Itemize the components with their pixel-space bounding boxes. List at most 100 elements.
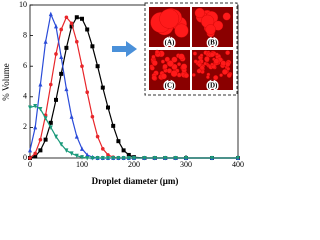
droplet <box>210 62 214 66</box>
marker <box>64 45 69 50</box>
droplet <box>151 75 157 81</box>
marker <box>85 152 90 157</box>
marker <box>95 134 100 139</box>
marker <box>121 148 126 153</box>
marker <box>80 155 84 160</box>
marker <box>126 156 131 161</box>
y-tick-label: 6 <box>23 61 27 70</box>
marker <box>59 54 64 60</box>
droplet <box>174 23 189 38</box>
marker <box>85 90 89 95</box>
marker <box>74 134 79 139</box>
x-axis-label: Droplet diameter (μm) <box>92 176 179 186</box>
marker <box>85 27 90 32</box>
droplet <box>170 70 178 77</box>
marker <box>43 137 48 142</box>
y-tick-label: 2 <box>23 122 27 131</box>
marker <box>100 85 105 90</box>
droplet <box>215 52 219 56</box>
marker <box>173 156 178 161</box>
y-tick-label: 4 <box>23 92 27 101</box>
x-tick-label: 0 <box>28 160 32 169</box>
marker <box>43 39 48 44</box>
droplet <box>151 60 158 66</box>
droplet <box>225 50 230 56</box>
marker <box>106 156 110 161</box>
marker <box>49 82 53 87</box>
droplet <box>213 75 219 81</box>
marker <box>59 142 64 147</box>
y-tick-label: 10 <box>19 0 27 9</box>
droplet <box>213 58 220 65</box>
image-label: (D) <box>208 82 218 90</box>
marker <box>64 148 69 153</box>
droplet <box>162 63 168 70</box>
marker <box>54 97 58 102</box>
droplet <box>196 68 202 74</box>
marker <box>28 156 32 160</box>
marker <box>48 120 53 125</box>
marker <box>80 64 84 68</box>
marker <box>184 156 188 161</box>
droplet <box>206 75 210 80</box>
droplet <box>204 56 210 62</box>
marker <box>38 82 43 87</box>
marker <box>64 86 69 92</box>
droplet <box>166 68 172 74</box>
marker <box>101 147 105 151</box>
droplet <box>171 56 178 63</box>
marker <box>43 116 48 121</box>
marker <box>54 23 58 29</box>
marker <box>59 27 63 32</box>
marker <box>236 156 240 161</box>
marker <box>54 52 58 56</box>
droplet <box>160 59 165 64</box>
droplet <box>149 65 155 71</box>
droplet <box>167 60 174 67</box>
marker <box>69 151 74 156</box>
marker <box>90 156 95 161</box>
droplet <box>154 49 160 55</box>
marker <box>85 156 90 161</box>
image-label: (A) <box>165 39 175 47</box>
marker <box>210 156 214 161</box>
marker <box>106 105 110 110</box>
marker <box>74 153 79 159</box>
series-line <box>29 105 238 159</box>
marker <box>28 105 32 111</box>
droplet <box>160 73 167 80</box>
droplet <box>177 62 182 67</box>
droplet <box>159 8 180 29</box>
droplet <box>226 66 231 71</box>
inset: (A) (B) (C) (D) <box>112 2 238 96</box>
marker <box>111 156 116 161</box>
marker <box>74 15 79 20</box>
droplet <box>222 12 231 21</box>
x-tick-label: 300 <box>180 160 192 169</box>
image-label: (B) <box>208 39 218 47</box>
marker <box>132 156 136 161</box>
marker <box>95 156 100 161</box>
marker <box>64 15 69 20</box>
marker <box>69 114 74 119</box>
droplet <box>176 72 182 78</box>
droplet <box>226 72 232 78</box>
marker <box>33 154 38 159</box>
droplet <box>193 59 198 64</box>
droplet <box>219 73 223 78</box>
droplet <box>151 54 156 60</box>
marker <box>163 156 168 161</box>
marker <box>90 44 95 49</box>
marker <box>75 39 79 44</box>
marker <box>116 139 121 144</box>
marker <box>126 152 131 157</box>
marker <box>38 148 43 153</box>
image-label: (C) <box>165 82 175 90</box>
marker <box>38 107 43 112</box>
marker <box>116 156 121 161</box>
droplet <box>183 72 189 79</box>
y-tick-label: 8 <box>23 30 27 39</box>
y-axis-label: % Volume <box>1 63 11 100</box>
marker <box>111 123 116 128</box>
